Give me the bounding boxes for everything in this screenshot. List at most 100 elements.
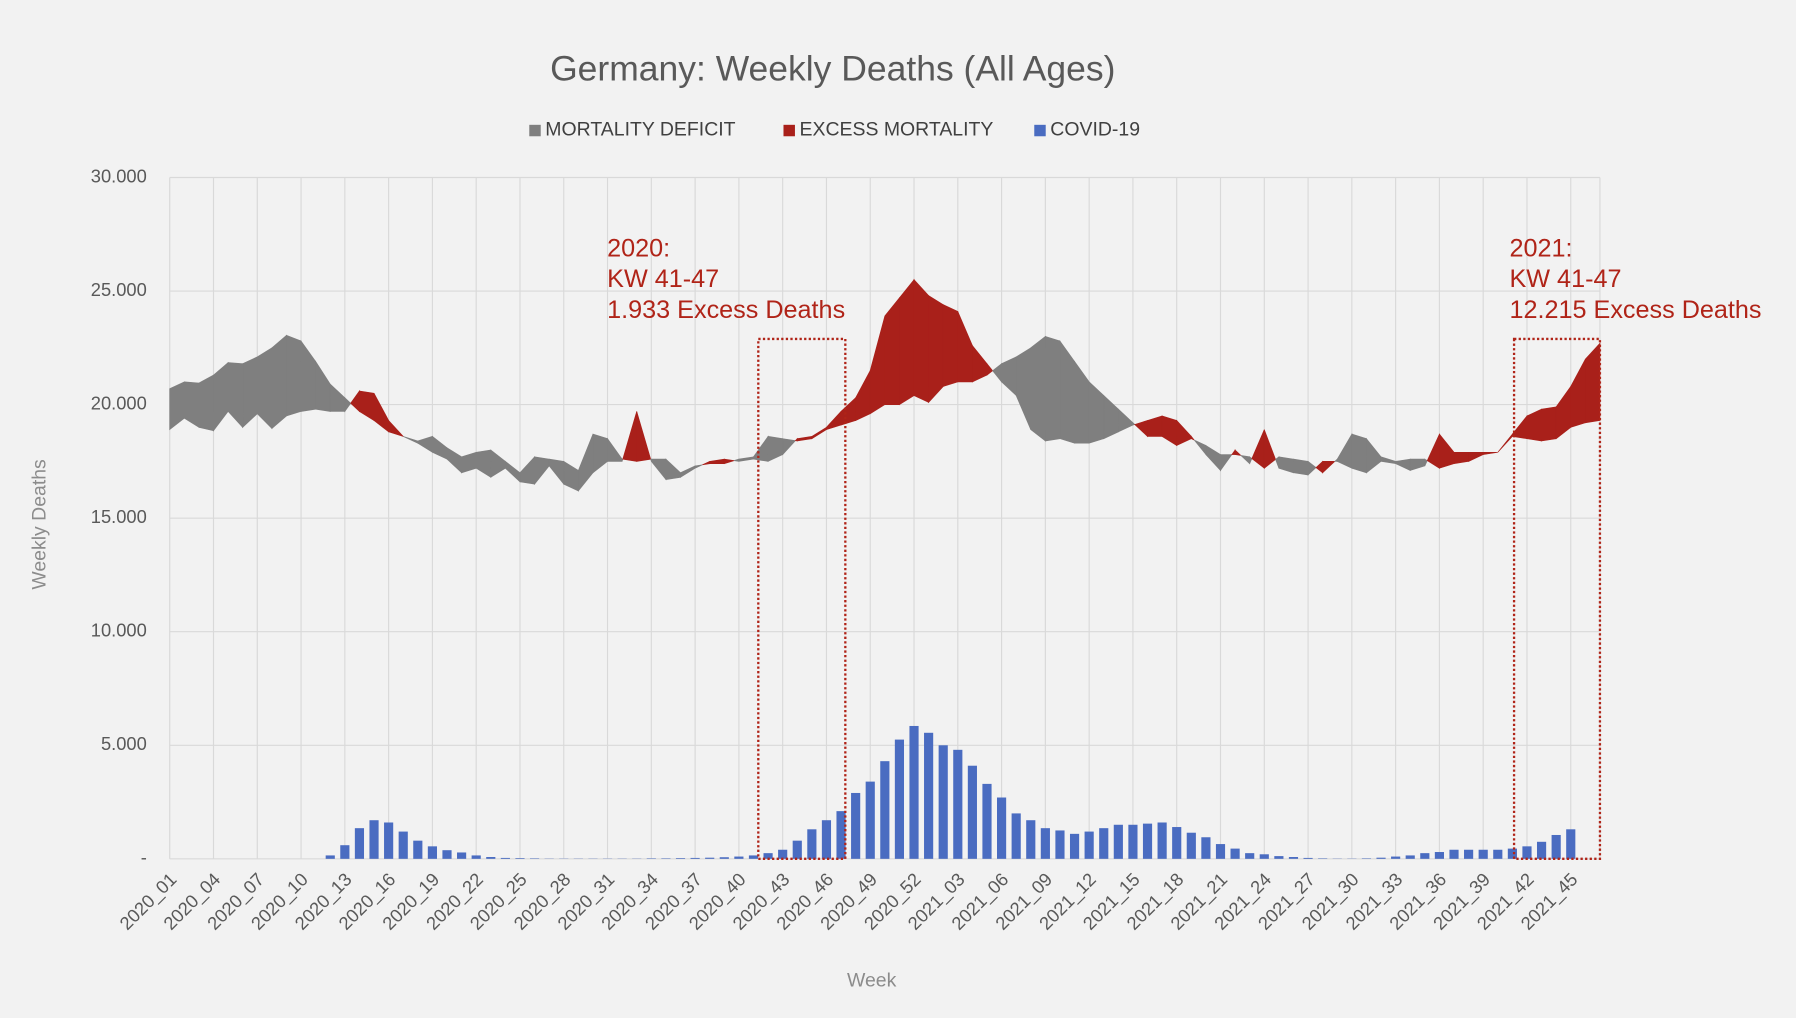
bar bbox=[369, 820, 379, 859]
y-tick-label: - bbox=[141, 847, 147, 868]
annotation-box bbox=[757, 337, 847, 860]
bar bbox=[471, 855, 481, 859]
excess-area bbox=[1541, 406, 1557, 442]
annotation-text: KW 41-47 bbox=[607, 265, 719, 293]
bar bbox=[1099, 828, 1109, 859]
excess-area bbox=[986, 362, 994, 376]
bar bbox=[1172, 827, 1182, 859]
annotation: 2021: KW 41-47 12.215 Excess Deaths bbox=[1509, 234, 1762, 860]
bar bbox=[1040, 828, 1050, 859]
bar bbox=[486, 857, 496, 859]
bar bbox=[967, 765, 977, 859]
deficit-area bbox=[1293, 458, 1309, 476]
excess-area bbox=[388, 419, 405, 438]
bar bbox=[354, 828, 365, 859]
bar bbox=[953, 749, 963, 859]
bar bbox=[675, 858, 686, 859]
bar bbox=[1274, 856, 1284, 859]
deficit-area bbox=[1220, 454, 1233, 472]
bar bbox=[515, 858, 525, 859]
annotation: 2020: KW 41-47 1.933 Excess Deaths bbox=[607, 234, 847, 860]
bar bbox=[792, 840, 802, 859]
x-axis-title: Week bbox=[847, 969, 897, 991]
excess-area bbox=[1585, 342, 1601, 424]
bar bbox=[1536, 841, 1547, 859]
bar bbox=[1230, 848, 1240, 859]
annotation-text: KW 41-47 bbox=[1509, 265, 1621, 293]
bar bbox=[690, 857, 700, 859]
deficit-area bbox=[1249, 456, 1253, 464]
y-tick-label: 5.000 bbox=[101, 733, 147, 754]
bar bbox=[325, 855, 335, 859]
bar bbox=[1142, 823, 1153, 859]
bar bbox=[457, 852, 467, 859]
bar bbox=[851, 792, 861, 859]
deficit-area bbox=[782, 438, 797, 456]
deficit-area bbox=[198, 374, 214, 432]
y-tick-label: 30.000 bbox=[91, 165, 147, 186]
y-tick-label: 15.000 bbox=[91, 506, 147, 527]
bar bbox=[807, 829, 817, 859]
bar bbox=[748, 855, 759, 859]
bar bbox=[734, 856, 744, 859]
legend-label: EXCESS MORTALITY bbox=[800, 119, 994, 141]
excess-area bbox=[1453, 451, 1469, 465]
bar bbox=[982, 783, 992, 859]
bar bbox=[340, 845, 350, 859]
bar bbox=[1522, 846, 1532, 859]
excess-area bbox=[723, 458, 735, 465]
excess-area bbox=[1263, 429, 1276, 469]
bar bbox=[1551, 834, 1561, 859]
excess-area bbox=[1482, 451, 1498, 455]
annotation-box bbox=[1512, 337, 1602, 860]
excess-area bbox=[1322, 461, 1336, 474]
bar bbox=[836, 811, 846, 859]
bar bbox=[398, 831, 408, 859]
y-tick-label: 10.000 bbox=[91, 620, 147, 641]
bar bbox=[763, 853, 773, 859]
excess-area bbox=[942, 304, 959, 387]
bar bbox=[938, 745, 948, 859]
deficit-area bbox=[286, 334, 302, 417]
deficit-area bbox=[344, 397, 352, 413]
deficit-area bbox=[694, 464, 703, 469]
legend-swatch bbox=[1034, 124, 1046, 137]
bar bbox=[1186, 832, 1196, 859]
y-tick-label: 20.000 bbox=[91, 392, 147, 413]
bar bbox=[1449, 849, 1459, 859]
bar bbox=[821, 820, 832, 859]
bar bbox=[865, 781, 875, 859]
bar bbox=[427, 846, 437, 859]
bar bbox=[1069, 833, 1080, 859]
bar bbox=[1478, 849, 1488, 859]
bar bbox=[894, 739, 905, 859]
bar bbox=[997, 797, 1007, 859]
excess-area bbox=[899, 278, 915, 406]
legend-swatch bbox=[529, 124, 541, 137]
deficit-area bbox=[256, 347, 273, 430]
bar bbox=[1157, 822, 1167, 859]
bar bbox=[384, 822, 394, 859]
legend-label: MORTALITY DEFICIT bbox=[545, 119, 735, 141]
bar bbox=[1376, 857, 1386, 859]
bar bbox=[1288, 857, 1299, 859]
annotation-text: 12.215 Excess Deaths bbox=[1509, 296, 1761, 324]
bar bbox=[500, 857, 510, 859]
excess-area bbox=[884, 296, 900, 405]
excess-area bbox=[913, 278, 929, 403]
excess-area bbox=[1234, 449, 1242, 456]
deficit-area bbox=[271, 334, 287, 430]
bar bbox=[1113, 824, 1123, 859]
bar bbox=[1011, 813, 1021, 859]
annotation-text: 2020: bbox=[607, 234, 670, 262]
deficit-area bbox=[1045, 336, 1061, 442]
bar bbox=[1493, 849, 1503, 859]
deficit-area bbox=[1030, 335, 1046, 442]
bar bbox=[1566, 829, 1576, 859]
bar bbox=[1507, 848, 1517, 859]
excess-area bbox=[636, 411, 652, 462]
bar bbox=[719, 857, 729, 859]
deficit-area bbox=[1351, 433, 1367, 474]
bar bbox=[1215, 844, 1226, 859]
